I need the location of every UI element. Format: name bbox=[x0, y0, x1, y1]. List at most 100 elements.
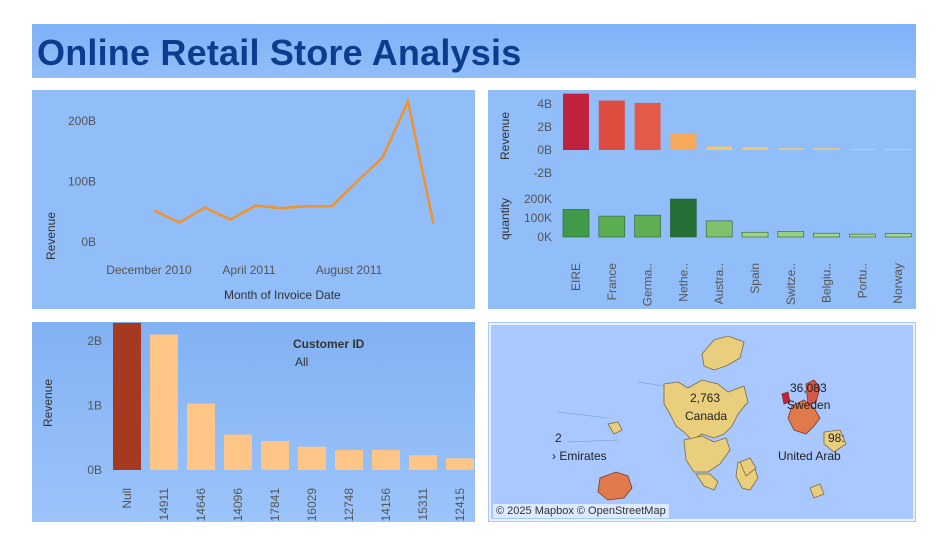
map-label-left-emirates: › Emirates bbox=[552, 449, 607, 463]
greenland-shape[interactable] bbox=[607, 421, 623, 435]
country-category-label: Austra.. bbox=[712, 263, 726, 304]
revenue-tick-label: 2B bbox=[537, 120, 552, 134]
map-label-canada-value: 2,763 bbox=[690, 391, 720, 405]
customer-revenue-bar[interactable] bbox=[113, 322, 141, 470]
customer-id-label: 12748 bbox=[342, 488, 356, 522]
customer-id-label: 17841 bbox=[268, 488, 282, 522]
ocean-boundary-lines bbox=[557, 381, 665, 443]
customer-id-label: 14156 bbox=[379, 488, 393, 522]
customer-id-label: 14096 bbox=[231, 488, 245, 522]
customer-revenue-bar[interactable] bbox=[409, 455, 437, 470]
revenue-tick-label: 4B bbox=[537, 97, 552, 111]
country-category-label: Germa.. bbox=[641, 263, 655, 306]
customer-revenue-bar[interactable] bbox=[372, 450, 400, 470]
quantity-tick-label: 100K bbox=[524, 211, 552, 225]
quantity-bar[interactable] bbox=[741, 231, 769, 238]
customer-id-label: 12415 bbox=[453, 488, 467, 522]
revenue-tick-label: 0B bbox=[537, 143, 552, 157]
canada-north-shape[interactable] bbox=[701, 335, 745, 371]
quantity-bar[interactable] bbox=[634, 214, 661, 238]
revenue-bar[interactable] bbox=[563, 93, 589, 150]
revenue-bar[interactable] bbox=[598, 100, 625, 150]
revenue-axis-label: Revenue bbox=[498, 112, 512, 160]
quantity-bar[interactable] bbox=[884, 233, 912, 238]
x-tick-label: August 2011 bbox=[316, 263, 383, 277]
revenue-bar[interactable] bbox=[670, 133, 697, 150]
customer-id-filter-value[interactable]: All bbox=[295, 355, 309, 369]
y-tick-label: 1B bbox=[87, 399, 102, 413]
y-axis-label: Revenue bbox=[44, 212, 58, 260]
y-tick-label: 2B bbox=[87, 334, 102, 348]
customer-revenue-bar[interactable] bbox=[150, 334, 178, 470]
revenue-bar[interactable] bbox=[742, 147, 768, 150]
quantity-bar[interactable] bbox=[562, 209, 590, 238]
x-axis-label: Month of Invoice Date bbox=[224, 288, 341, 302]
map-label-uk-value: 36,083 bbox=[790, 381, 827, 395]
revenue-by-customer-panel[interactable]: Revenue 2B 1B 0B Null 14911 14646 14096 17841 1… bbox=[32, 322, 475, 522]
quantity-bar[interactable] bbox=[670, 198, 697, 238]
revenue-tick-label: -2B bbox=[533, 166, 552, 180]
y-tick-label: 200B bbox=[68, 114, 96, 128]
quantity-bar[interactable] bbox=[813, 232, 840, 238]
revenue-bar[interactable] bbox=[706, 146, 733, 150]
usa-shape[interactable] bbox=[683, 435, 731, 473]
revenue-bar[interactable] bbox=[777, 148, 804, 150]
country-category-label: France bbox=[605, 263, 619, 301]
australia-shape[interactable] bbox=[597, 471, 633, 501]
customer-revenue-bar[interactable] bbox=[187, 403, 215, 470]
country-bar-chart[interactable]: Revenue quantity 4B 2B 0B -2B 200K 100K 0K EI… bbox=[488, 90, 916, 309]
quantity-bar[interactable] bbox=[705, 220, 733, 238]
map-label-uae-value: 98: bbox=[828, 431, 845, 445]
mexico-shape[interactable] bbox=[695, 473, 719, 491]
revenue-series-line[interactable] bbox=[153, 97, 435, 225]
y-tick-label: 100B bbox=[68, 175, 96, 189]
south-africa-shape[interactable] bbox=[809, 483, 825, 499]
customer-revenue-bar[interactable] bbox=[298, 446, 326, 470]
map-label-uae: United Arab bbox=[778, 449, 841, 463]
dashboard-header: Online Retail Store Analysis bbox=[32, 24, 916, 78]
middle-east-shape[interactable] bbox=[823, 429, 847, 453]
customer-id-label: 14911 bbox=[157, 488, 171, 521]
customer-revenue-bar[interactable] bbox=[261, 440, 289, 470]
revenue-quantity-by-country-panel[interactable]: Revenue quantity 4B 2B 0B -2B 200K 100K 0K EI… bbox=[488, 90, 916, 309]
quantity-bar[interactable] bbox=[777, 231, 805, 238]
customer-revenue-bar[interactable] bbox=[224, 434, 252, 470]
scandinavia-shape[interactable] bbox=[805, 379, 821, 405]
customer-revenue-bar[interactable] bbox=[335, 450, 363, 470]
canada-shape[interactable] bbox=[663, 379, 749, 441]
customer-id-label: 15311 bbox=[416, 488, 430, 521]
y-axis-label: Revenue bbox=[41, 379, 55, 427]
quantity-bar[interactable] bbox=[849, 233, 876, 238]
country-category-label: Nethe.. bbox=[676, 263, 690, 302]
country-category-label: Switze.. bbox=[784, 263, 798, 305]
country-category-label: EIRE bbox=[569, 263, 583, 291]
map-attribution[interactable]: © 2025 Mapbox © OpenStreetMap bbox=[493, 504, 669, 518]
europe-shape[interactable] bbox=[787, 399, 821, 435]
revenue-bar[interactable] bbox=[885, 149, 912, 150]
customer-id-label: 14646 bbox=[194, 488, 208, 522]
country-category-label: Norway bbox=[891, 263, 905, 304]
x-tick-label: December 2010 bbox=[106, 263, 192, 277]
customer-bar-chart[interactable]: Revenue 2B 1B 0B Null 14911 14646 14096 17841 1… bbox=[32, 322, 475, 522]
country-map-panel[interactable]: 36,083 Sweden 2,763 Canada 2 › Emirates … bbox=[488, 322, 916, 522]
world-map[interactable]: 36,083 Sweden 2,763 Canada 2 › Emirates … bbox=[488, 322, 916, 522]
africa-shape[interactable] bbox=[739, 457, 757, 477]
quantity-axis-label: quantity bbox=[498, 198, 512, 240]
revenue-bar[interactable] bbox=[849, 149, 876, 150]
quantity-bar[interactable] bbox=[598, 215, 626, 238]
map-label-canada: Canada bbox=[685, 409, 727, 423]
y-tick-label: 0B bbox=[87, 463, 102, 477]
map-border bbox=[489, 323, 915, 521]
revenue-bar[interactable] bbox=[634, 102, 661, 150]
revenue-bar[interactable] bbox=[813, 148, 840, 150]
country-category-label: Spain bbox=[748, 263, 762, 294]
uk-shape[interactable] bbox=[781, 391, 791, 405]
revenue-line-chart[interactable]: Revenue Month of Invoice Date 200B 100B 0B… bbox=[32, 90, 475, 309]
revenue-by-month-panel[interactable]: Revenue Month of Invoice Date 200B 100B 0B… bbox=[32, 90, 475, 309]
country-category-label: Belgiu.. bbox=[820, 263, 834, 303]
customer-id-filter-title: Customer ID bbox=[293, 337, 365, 351]
dashboard-title: Online Retail Store Analysis bbox=[37, 32, 522, 73]
customer-revenue-bar[interactable] bbox=[446, 458, 474, 470]
country-category-label: Portu.. bbox=[855, 263, 869, 298]
x-tick-label: April 2011 bbox=[222, 263, 275, 277]
